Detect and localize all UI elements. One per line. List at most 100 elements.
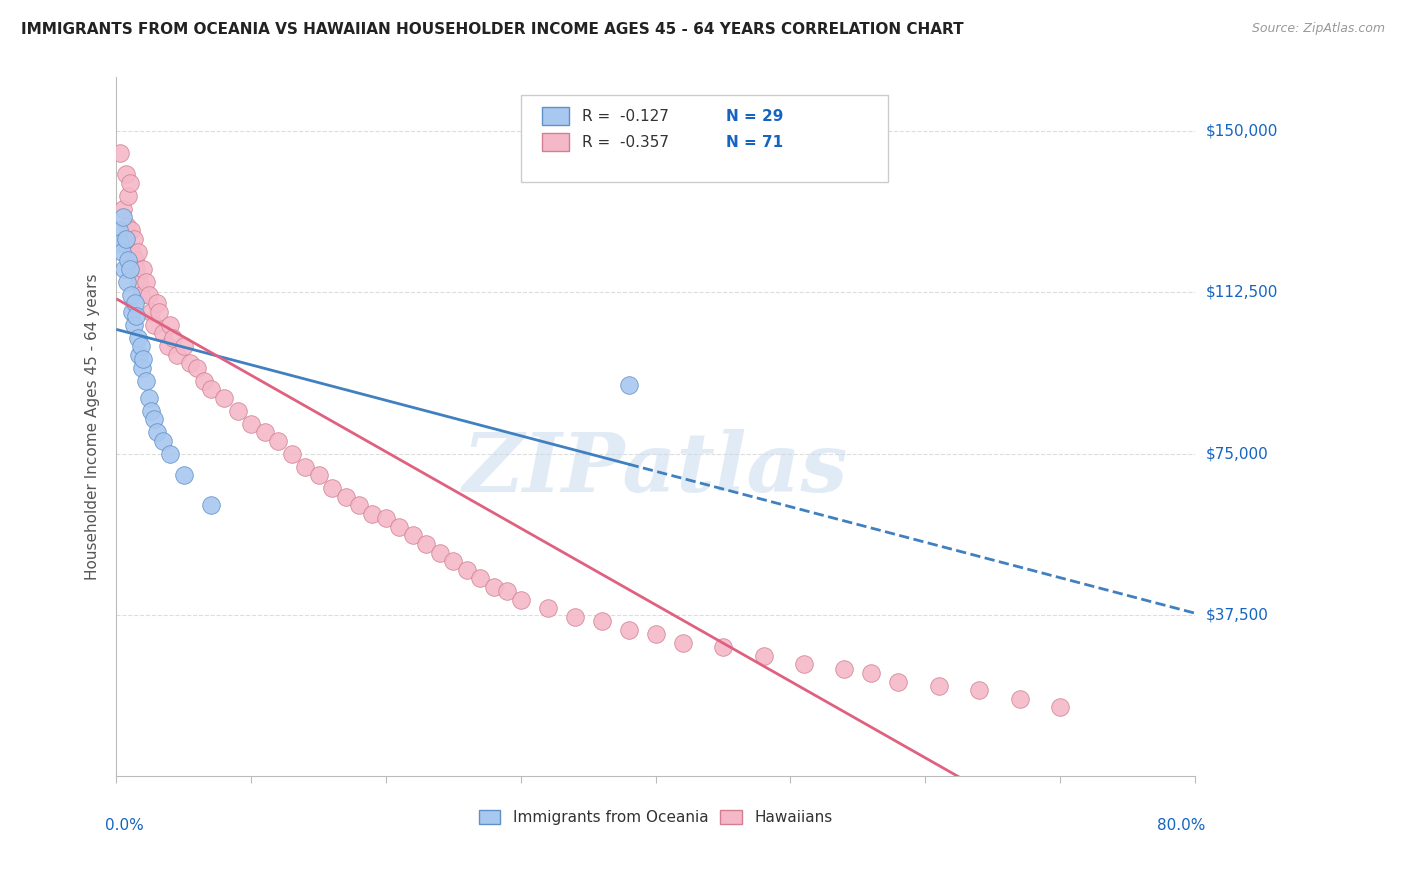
Point — [591, 615, 613, 629]
Point — [121, 305, 143, 319]
Point — [347, 498, 370, 512]
Point — [112, 232, 135, 246]
Point — [152, 326, 174, 341]
Point — [141, 403, 163, 417]
Point — [127, 330, 149, 344]
Point — [186, 360, 208, 375]
Point — [335, 490, 357, 504]
Point — [375, 511, 398, 525]
Point — [156, 339, 179, 353]
Point — [159, 318, 181, 332]
Text: N = 71: N = 71 — [725, 135, 783, 150]
FancyBboxPatch shape — [543, 108, 569, 125]
Point — [200, 382, 222, 396]
Point — [127, 244, 149, 259]
Point — [115, 275, 138, 289]
Point — [928, 679, 950, 693]
Point — [321, 481, 343, 495]
Point — [1049, 700, 1071, 714]
Point — [143, 412, 166, 426]
Text: ZIPatlas: ZIPatlas — [463, 429, 848, 508]
Point — [152, 434, 174, 448]
Point — [145, 296, 167, 310]
Point — [135, 374, 157, 388]
Point — [470, 571, 492, 585]
Point — [193, 374, 215, 388]
Point — [388, 520, 411, 534]
Point — [200, 498, 222, 512]
Point — [141, 305, 163, 319]
Point — [482, 580, 505, 594]
Point — [212, 391, 235, 405]
Text: $37,500: $37,500 — [1206, 607, 1270, 623]
Point — [617, 377, 640, 392]
Point — [415, 537, 437, 551]
Legend: Immigrants from Oceania, Hawaiians: Immigrants from Oceania, Hawaiians — [472, 804, 838, 831]
Point — [124, 296, 146, 310]
Point — [124, 253, 146, 268]
Point — [179, 356, 201, 370]
Point — [128, 275, 150, 289]
Point — [253, 425, 276, 440]
Point — [166, 348, 188, 362]
Point — [860, 665, 883, 680]
Point — [402, 528, 425, 542]
Point — [148, 305, 170, 319]
Point — [887, 674, 910, 689]
Point — [752, 648, 775, 663]
Point — [111, 244, 134, 259]
Point — [135, 275, 157, 289]
Point — [711, 640, 734, 655]
Text: R =  -0.127: R = -0.127 — [582, 109, 669, 124]
Point — [672, 636, 695, 650]
Point — [120, 223, 142, 237]
Point — [117, 253, 139, 268]
Point — [129, 287, 152, 301]
Point — [125, 309, 148, 323]
Point — [110, 235, 132, 250]
Point — [111, 210, 134, 224]
Point — [509, 593, 531, 607]
Text: Source: ZipAtlas.com: Source: ZipAtlas.com — [1251, 22, 1385, 36]
Text: R =  -0.357: R = -0.357 — [582, 135, 669, 150]
Point — [129, 339, 152, 353]
Point — [143, 318, 166, 332]
Point — [162, 330, 184, 344]
Point — [111, 202, 134, 216]
Point — [267, 434, 290, 448]
Point — [173, 339, 195, 353]
Point — [117, 188, 139, 202]
Point — [138, 391, 160, 405]
Point — [122, 318, 145, 332]
Point — [537, 601, 560, 615]
Point — [240, 417, 263, 431]
Point — [294, 459, 316, 474]
Point — [280, 447, 302, 461]
Point — [496, 584, 519, 599]
Point — [793, 657, 815, 672]
Point — [361, 507, 384, 521]
Text: 80.0%: 80.0% — [1157, 818, 1206, 833]
Point — [132, 352, 155, 367]
Point — [159, 447, 181, 461]
Point — [118, 261, 141, 276]
Point — [226, 403, 249, 417]
Point — [122, 232, 145, 246]
Text: N = 29: N = 29 — [725, 109, 783, 124]
FancyBboxPatch shape — [543, 133, 569, 151]
Point — [125, 261, 148, 276]
Y-axis label: Householder Income Ages 45 - 64 years: Householder Income Ages 45 - 64 years — [86, 274, 100, 580]
Point — [173, 468, 195, 483]
Text: $150,000: $150,000 — [1206, 124, 1278, 138]
Point — [145, 425, 167, 440]
Point — [429, 545, 451, 559]
Text: $112,500: $112,500 — [1206, 285, 1278, 300]
Point — [118, 176, 141, 190]
Point — [115, 219, 138, 233]
Text: IMMIGRANTS FROM OCEANIA VS HAWAIIAN HOUSEHOLDER INCOME AGES 45 - 64 YEARS CORREL: IMMIGRANTS FROM OCEANIA VS HAWAIIAN HOUS… — [21, 22, 963, 37]
Point — [110, 145, 132, 160]
Point — [121, 244, 143, 259]
Point — [114, 167, 136, 181]
Point — [128, 348, 150, 362]
Point — [834, 662, 856, 676]
